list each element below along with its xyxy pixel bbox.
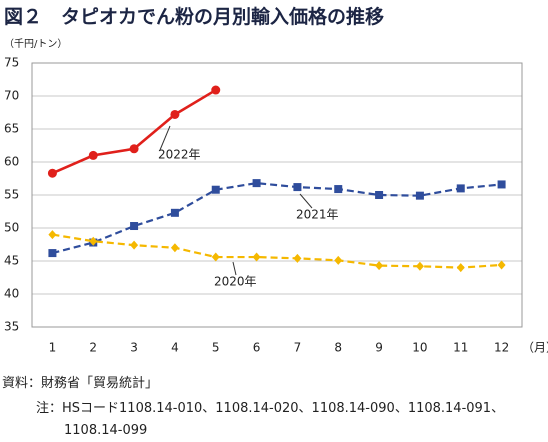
series-line: [52, 233, 502, 269]
series-label: 2020年: [214, 275, 257, 289]
point: [497, 260, 506, 270]
point: [130, 222, 139, 231]
leader-line: [159, 125, 171, 151]
point: [375, 191, 384, 199]
point: [252, 179, 261, 188]
point: [130, 240, 139, 250]
point: [88, 150, 98, 160]
point: [497, 180, 506, 189]
y-unit: （千円/トン）: [4, 38, 67, 50]
x-tick-label: 11: [453, 341, 468, 355]
x-tick-label: 9: [375, 341, 383, 355]
point: [48, 249, 57, 258]
source: 資料：財務省「貿易統計」: [2, 376, 159, 391]
x-tick-label: 5: [212, 341, 220, 355]
y-tick-label: 60: [4, 155, 19, 169]
x-tick-label: 8: [334, 341, 342, 355]
point: [170, 208, 179, 217]
leader-line: [299, 193, 313, 209]
x-tick-label: 4: [171, 341, 179, 355]
y-tick-label: 35: [4, 320, 19, 334]
x-tick-label: 3: [130, 341, 138, 355]
y-tick-label: 40: [4, 287, 19, 301]
y-tick-label: 65: [4, 122, 19, 136]
point: [89, 236, 98, 246]
point: [415, 191, 424, 200]
point: [293, 183, 302, 192]
point: [47, 168, 57, 178]
chart-title: 図２ タピオカでん粉の月別輸入価格の推移: [4, 6, 385, 28]
series-line: [52, 182, 502, 255]
y-tick-label: 45: [4, 254, 19, 268]
point: [334, 255, 343, 265]
point: [48, 230, 57, 240]
series-label: 2021年: [296, 208, 339, 222]
x-tick-label: 1: [49, 341, 57, 355]
y-tick-label: 70: [4, 89, 19, 103]
point: [211, 252, 220, 262]
x-tick-label: 6: [253, 341, 261, 355]
point: [415, 261, 424, 271]
point: [456, 263, 465, 273]
point: [211, 85, 221, 95]
point: [129, 144, 139, 154]
plot-frame: [31, 62, 523, 328]
chart: （千円/トン） （月） 3540455055606570751234567891…: [4, 38, 548, 355]
point: [334, 185, 343, 194]
leader-line: [232, 261, 237, 276]
x-unit: （月）: [522, 341, 548, 355]
x-tick-label: 10: [412, 341, 427, 355]
x-tick-label: 7: [294, 341, 302, 355]
point: [211, 185, 220, 194]
y-tick-label: 50: [4, 221, 19, 235]
point: [293, 253, 302, 263]
series-label: 2022年: [158, 148, 201, 162]
x-tick-label: 2: [89, 341, 97, 355]
x-tick-label: 12: [494, 341, 509, 355]
point: [252, 252, 261, 262]
point: [456, 184, 465, 193]
point: [375, 261, 384, 271]
y-tick-label: 55: [4, 188, 19, 202]
point: [170, 243, 179, 253]
note: 注：HSコード1108.14-010、1108.14-020、1108.14-0…: [36, 401, 505, 438]
y-tick-label: 75: [4, 56, 19, 70]
point: [170, 109, 180, 119]
